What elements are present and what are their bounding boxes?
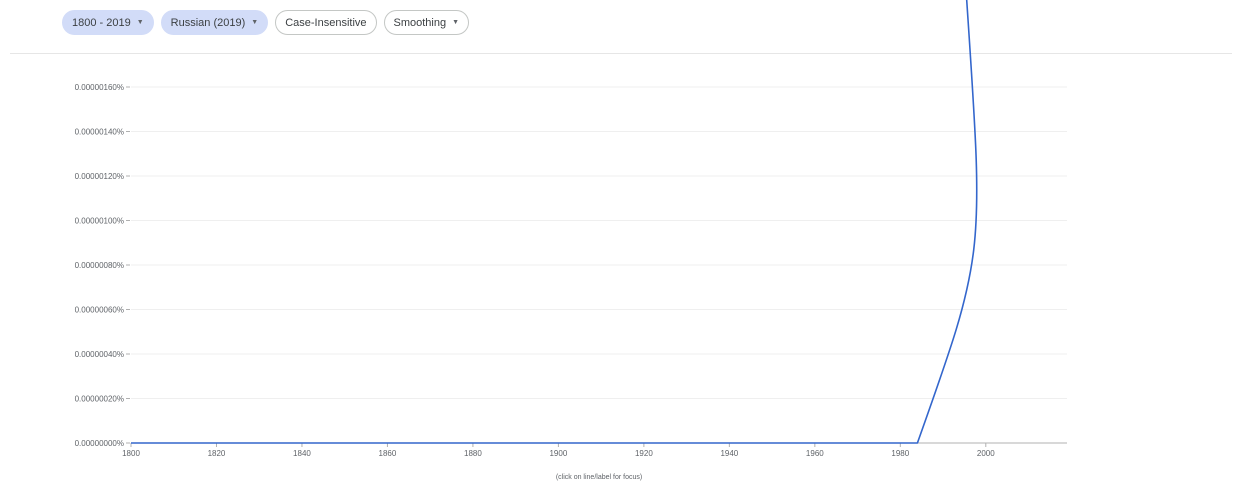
x-tick-label: 1820 (208, 449, 226, 458)
x-tick-label: 1860 (379, 449, 397, 458)
y-tick-label: 0.00000060% (75, 306, 124, 315)
chart-series: вариативность образования (131, 0, 1067, 444)
y-tick-label: 0.00000040% (75, 350, 124, 359)
case-insensitive-toggle[interactable]: Case-Insensitive (275, 10, 377, 35)
x-tick-label: 1960 (806, 449, 824, 458)
corpus-dropdown[interactable]: Russian (2019) ▼ (160, 10, 269, 35)
y-axis: 0.00000000% 0.00000020% 0.00000040% 0.00000… (75, 83, 130, 448)
y-tick-label: 0.00000120% (75, 172, 124, 181)
y-tick-label: 0.00000160% (75, 83, 124, 92)
chevron-down-icon: ▼ (251, 19, 259, 26)
x-tick-label: 1920 (635, 449, 653, 458)
smoothing-dropdown[interactable]: Smoothing ▼ (383, 10, 470, 35)
toolbar-divider (10, 53, 1232, 54)
y-tick-label: 0.00000020% (75, 395, 124, 404)
x-tick-label: 2000 (977, 449, 995, 458)
corpus-label: Russian (2019) (170, 16, 246, 29)
chevron-down-icon: ▼ (136, 19, 144, 26)
x-tick-label: 1800 (122, 449, 140, 458)
year-range-label: 1800 - 2019 (72, 16, 131, 29)
series-line[interactable] (131, 0, 1067, 444)
x-tick-label: 1940 (720, 449, 738, 458)
chart-note: (click on line/label for focus) (556, 474, 642, 481)
case-insensitive-label: Case-Insensitive (285, 16, 367, 29)
x-axis: 1800 1820 1840 1860 1880 1900 1920 1940 1960 1980… (122, 442, 1067, 458)
year-range-dropdown[interactable]: 1800 - 2019 ▼ (62, 10, 154, 35)
y-tick-label: 0.00000140% (75, 128, 124, 137)
chart-grid (131, 86, 1067, 399)
x-tick-label: 1840 (293, 449, 311, 458)
x-tick-label: 1900 (549, 449, 567, 458)
chevron-down-icon: ▼ (452, 19, 460, 26)
smoothing-label: Smoothing (393, 16, 447, 29)
x-tick-label: 1980 (891, 449, 909, 458)
y-tick-label: 0.00000100% (75, 217, 124, 226)
toolbar: 1800 - 2019 ▼ Russian (2019) ▼ Case-Inse… (62, 10, 470, 35)
x-tick-label: 1880 (464, 449, 482, 458)
y-tick-label: 0.00000080% (75, 261, 124, 270)
y-tick-label: 0.00000000% (75, 439, 124, 448)
